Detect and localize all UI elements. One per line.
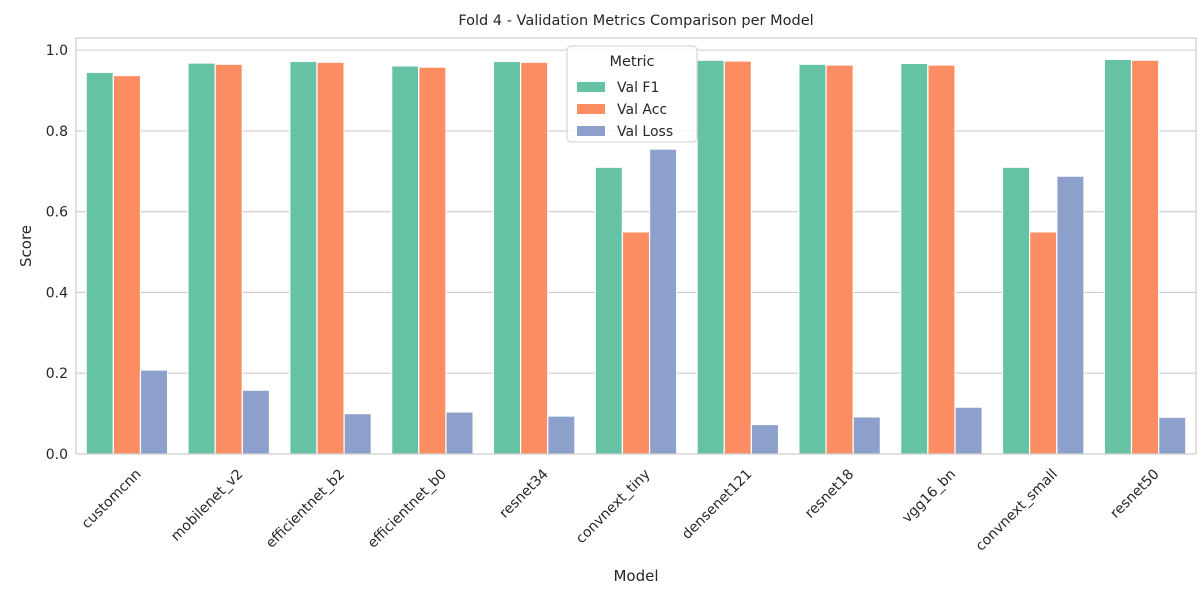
x-tick-label: convnext_small <box>973 466 1061 554</box>
x-axis-label: Model <box>613 567 658 585</box>
legend-label: Val Loss <box>617 124 673 140</box>
legend-label: Val Acc <box>617 102 667 118</box>
y-tick-label: 0.2 <box>46 366 68 382</box>
bar-val-f1 <box>492 60 522 455</box>
bar-val-f1 <box>594 166 624 455</box>
bar-val-f1 <box>798 63 827 455</box>
bar-val-loss <box>750 423 780 455</box>
x-tick-label: efficientnet_b0 <box>365 466 450 551</box>
y-tick-label: 0.4 <box>46 285 68 301</box>
y-tick-label: 0.0 <box>46 447 68 463</box>
bar-val-acc <box>1029 231 1058 455</box>
x-tick-label: customcnn <box>79 466 145 532</box>
bar-val-acc <box>214 63 243 455</box>
bars-layer <box>85 58 1187 455</box>
bar-val-acc <box>723 60 752 455</box>
x-tick-label: resnet50 <box>1107 466 1162 521</box>
bar-val-acc <box>112 74 142 455</box>
legend-label: Val F1 <box>617 80 659 96</box>
bar-val-acc <box>418 66 447 455</box>
legend-items: Val F1 Val Acc Val Loss <box>577 80 673 140</box>
y-tick-labels: 0.0 0.2 0.4 0.6 0.8 1.0 <box>46 43 68 463</box>
x-tick-label: resnet34 <box>497 466 552 521</box>
bar-val-loss <box>445 411 474 455</box>
bar-val-f1 <box>391 65 420 455</box>
bar-val-acc <box>927 64 956 455</box>
bar-val-loss <box>1056 175 1085 455</box>
bar-val-f1 <box>1001 166 1031 455</box>
legend-swatch <box>577 126 605 136</box>
y-axis-label: Score <box>17 225 35 267</box>
legend-box <box>566 45 698 143</box>
legend: Metric Val F1 Val Acc Val Loss <box>566 45 698 143</box>
x-tick-labels: customcnn mobilenet_v2 efficientnet_b2 effi… <box>79 466 1163 554</box>
x-tick-label: vgg16_bn <box>899 466 959 526</box>
legend-swatch <box>577 104 605 114</box>
legend-swatch <box>577 82 605 92</box>
bar-val-loss <box>954 406 983 455</box>
x-tick-label: convnext_tiny <box>573 466 654 547</box>
x-tick-label: efficientnet_b2 <box>263 466 348 551</box>
bar-val-loss <box>648 148 678 455</box>
bar-val-f1 <box>85 71 114 455</box>
bar-val-acc <box>316 61 345 455</box>
bar-val-loss <box>1158 416 1187 455</box>
plot-frame <box>75 37 1197 455</box>
x-tick-label: resnet18 <box>802 466 857 521</box>
x-tick-label: densenet121 <box>679 466 755 542</box>
bar-val-loss <box>852 416 881 455</box>
bar-val-loss <box>241 389 271 455</box>
legend-title: Metric <box>609 54 654 70</box>
bar-val-acc <box>520 61 549 455</box>
bar-val-f1 <box>1103 58 1133 455</box>
y-tick-label: 0.6 <box>46 205 68 221</box>
bar-val-f1 <box>289 60 318 455</box>
bar-val-f1 <box>187 62 216 455</box>
bar-val-f1 <box>696 59 725 455</box>
x-tick-label: mobilenet_v2 <box>168 466 246 544</box>
bar-val-loss <box>547 415 576 455</box>
bar-val-acc <box>621 231 651 455</box>
bar-val-f1 <box>900 62 929 455</box>
chart-title: Fold 4 - Validation Metrics Comparison p… <box>458 13 813 29</box>
bar-val-loss <box>343 413 372 455</box>
y-tick-label: 0.8 <box>46 124 68 140</box>
y-tick-label: 1.0 <box>46 43 68 59</box>
bar-val-loss <box>139 369 169 455</box>
bar-val-acc <box>1130 59 1160 455</box>
bar-val-acc <box>825 64 854 455</box>
